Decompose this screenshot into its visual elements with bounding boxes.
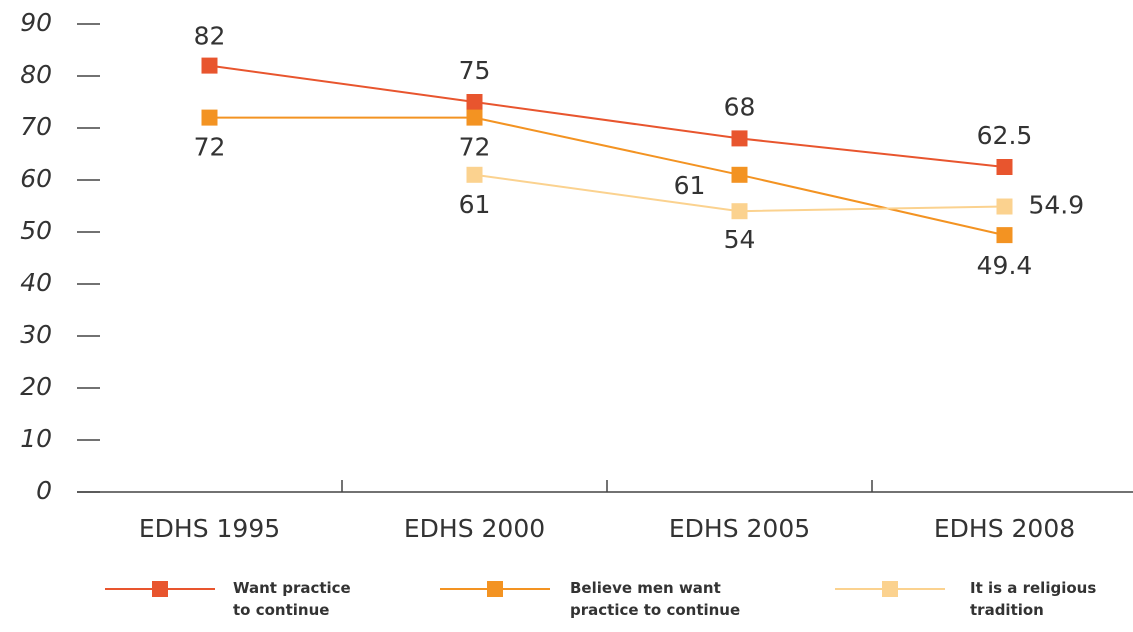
marker [201, 57, 218, 74]
y-tick-label: 90 [20, 8, 52, 37]
legend-marker [152, 581, 168, 597]
marker [996, 227, 1013, 244]
marker [996, 159, 1013, 175]
marker [466, 166, 483, 183]
x-tick-label: EDHS 2008 [934, 514, 1075, 543]
data-label: 54.9 [1029, 191, 1085, 220]
marker [466, 94, 483, 110]
x-tick-label: EDHS 1995 [139, 514, 280, 543]
data-label: 68 [724, 92, 756, 121]
y-tick-label: 60 [20, 164, 52, 193]
y-tick-label: 80 [20, 60, 52, 89]
y-tick-label: 20 [20, 372, 52, 401]
data-label: 62.5 [977, 121, 1033, 150]
data-label: 75 [459, 56, 491, 85]
y-tick-label: 40 [20, 268, 52, 297]
data-label: 82 [194, 22, 226, 51]
series-line [209, 64, 1005, 168]
legend-marker [882, 581, 898, 597]
data-label: 61 [674, 171, 706, 200]
series-line [209, 116, 1005, 237]
data-label: 61 [459, 190, 491, 219]
marker [731, 166, 748, 183]
y-tick-label: 50 [20, 216, 52, 245]
data-label: 72 [459, 133, 491, 162]
marker [731, 203, 748, 220]
legend-label: It is a religious tradition [970, 579, 1097, 619]
y-tick-label: 70 [20, 112, 52, 141]
data-label: 72 [194, 133, 226, 162]
legend-label: Believe men want practice to continue [570, 579, 741, 619]
marker [996, 198, 1013, 215]
data-label: 54 [724, 225, 756, 254]
marker [201, 109, 218, 126]
marker [466, 109, 483, 126]
y-tick-label: 10 [20, 424, 52, 453]
x-tick-label: EDHS 2005 [669, 514, 810, 543]
y-tick-label: 0 [36, 476, 52, 505]
legend-marker [487, 581, 503, 597]
marker [731, 130, 748, 147]
data-label: 49.4 [977, 251, 1033, 280]
legend-label: Want practice to continue [233, 579, 351, 619]
x-tick-label: EDHS 2000 [404, 514, 545, 543]
y-tick-label: 30 [20, 320, 52, 349]
